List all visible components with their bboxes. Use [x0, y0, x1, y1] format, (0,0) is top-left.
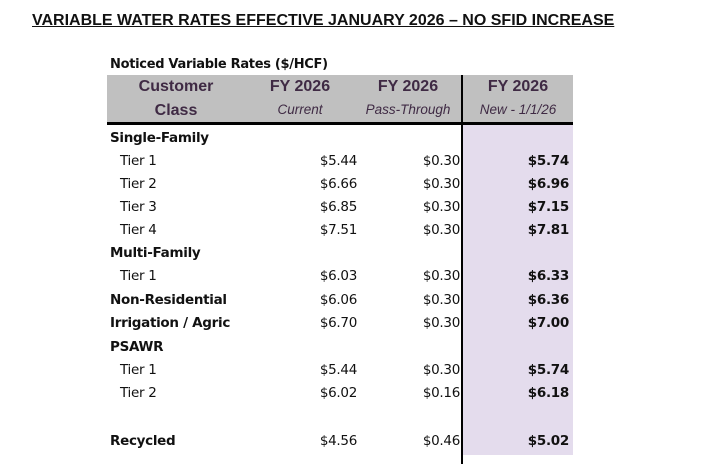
table-row: Tier 2 $6.66 $0.30 $6.96 — [107, 174, 573, 197]
pass-through-rate: $0.30 — [422, 292, 460, 308]
table-row: Tier 2 $6.02 $0.16 $6.18 — [107, 383, 573, 406]
table-row: Tier 1 $6.03 $0.30 $6.33 — [107, 266, 573, 289]
new-rate-column-highlight — [463, 125, 573, 455]
column-divider — [461, 75, 463, 464]
table-row: Single-Family — [107, 128, 573, 151]
header-new: FY 2026 New - 1/1/26 — [463, 75, 573, 121]
current-rate: $7.51 — [319, 222, 357, 238]
header-line1: FY 2026 — [377, 78, 439, 95]
table-row: Multi-Family — [107, 243, 573, 266]
pass-through-rate: $0.30 — [422, 268, 460, 284]
row-label: Tier 3 — [120, 199, 157, 215]
new-rate: $5.02 — [527, 433, 570, 449]
pass-through-rate: $0.30 — [422, 199, 460, 215]
table-row: PSAWR — [107, 337, 573, 360]
header-line1: FY 2026 — [269, 78, 331, 95]
row-label: Tier 1 — [120, 362, 157, 378]
table-row: Tier 3 $6.85 $0.30 $7.15 — [107, 197, 573, 220]
current-rate: $6.66 — [319, 176, 357, 192]
row-label: Tier 4 — [120, 222, 157, 238]
pass-through-rate: $0.30 — [422, 176, 460, 192]
header-current: FY 2026 Current — [245, 75, 355, 121]
table-row: Tier 1 $5.44 $0.30 $5.74 — [107, 151, 573, 174]
header-customer-class: Customer Class — [107, 75, 245, 123]
table-row: Recycled $4.56 $0.46 $5.02 — [107, 431, 573, 454]
new-rate: $5.74 — [527, 153, 570, 169]
row-label: Tier 1 — [120, 153, 157, 169]
table-row: Tier 1 $5.44 $0.30 $5.74 — [107, 360, 573, 383]
new-rate: $5.74 — [527, 362, 570, 378]
new-rate: $6.18 — [527, 385, 570, 401]
row-label: Single-Family — [110, 130, 209, 146]
current-rate: $5.44 — [319, 362, 357, 378]
header-line1: Customer — [138, 78, 214, 95]
table-header: Customer Class FY 2026 Current FY 2026 Pass… — [107, 75, 573, 125]
new-rate: $7.15 — [527, 199, 570, 215]
current-rate: $6.70 — [319, 315, 357, 331]
current-rate: $6.03 — [319, 268, 357, 284]
page-title: VARIABLE WATER RATES EFFECTIVE JANUARY 2… — [32, 12, 615, 29]
new-rate: $6.96 — [527, 176, 570, 192]
row-label: Non-Residential — [110, 292, 227, 308]
table-row: Tier 4 $7.51 $0.30 $7.81 — [107, 220, 573, 243]
new-rate: $6.33 — [527, 268, 570, 284]
current-rate: $5.44 — [319, 153, 357, 169]
pass-through-rate: $0.30 — [422, 153, 460, 169]
current-rate: $6.02 — [319, 385, 357, 401]
header-line2: Current — [277, 102, 323, 117]
pass-through-rate: $0.16 — [422, 385, 460, 401]
pass-through-rate: $0.30 — [422, 362, 460, 378]
pass-through-rate: $0.30 — [422, 315, 460, 331]
row-label: Irrigation / Agric — [110, 315, 231, 331]
row-label: Multi-Family — [110, 245, 201, 261]
table-row: Irrigation / Agric $6.70 $0.30 $7.00 — [107, 313, 573, 336]
row-label: Tier 2 — [120, 385, 157, 401]
header-line2: Pass-Through — [365, 102, 451, 117]
row-label: Tier 2 — [120, 176, 157, 192]
header-line2: Class — [154, 102, 198, 119]
header-pass-through: FY 2026 Pass-Through — [355, 75, 461, 121]
row-label: PSAWR — [110, 339, 164, 355]
current-rate: $4.56 — [319, 433, 357, 449]
pass-through-rate: $0.30 — [422, 222, 460, 238]
header-line1: FY 2026 — [487, 78, 549, 95]
current-rate: $6.06 — [319, 292, 357, 308]
pass-through-rate: $0.46 — [422, 433, 460, 449]
new-rate: $7.81 — [527, 222, 570, 238]
table-caption: Noticed Variable Rates ($/HCF) — [110, 57, 328, 72]
table-row: Non-Residential $6.06 $0.30 $6.36 — [107, 290, 573, 313]
new-rate: $6.36 — [527, 292, 570, 308]
header-line2: New - 1/1/26 — [479, 102, 557, 117]
current-rate: $6.85 — [319, 199, 357, 215]
row-label: Recycled — [110, 433, 176, 449]
new-rate: $7.00 — [527, 315, 570, 331]
row-label: Tier 1 — [120, 268, 157, 284]
